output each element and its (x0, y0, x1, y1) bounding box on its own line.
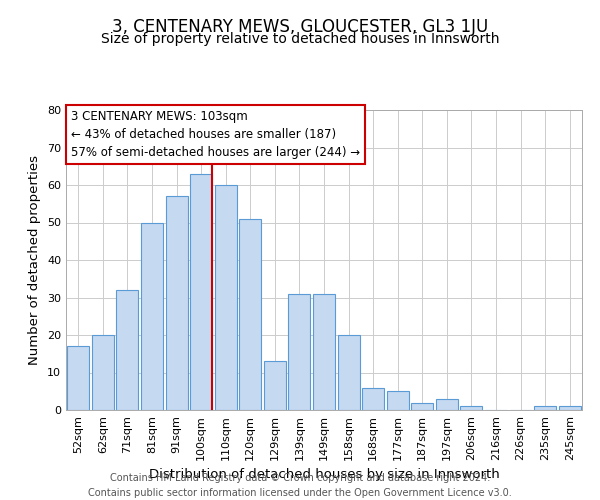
Bar (190, 174, 212, 410)
Bar (239, 219, 262, 410)
Text: 3 CENTENARY MEWS: 103sqm
← 43% of detached houses are smaller (187)
57% of semi-: 3 CENTENARY MEWS: 103sqm ← 43% of detach… (71, 110, 360, 159)
Y-axis label: Number of detached properties: Number of detached properties (28, 155, 41, 365)
Bar (386, 391, 409, 410)
Text: Size of property relative to detached houses in Innsworth: Size of property relative to detached ho… (101, 32, 499, 46)
Bar (289, 294, 310, 410)
Bar (166, 196, 188, 410)
Text: 3, CENTENARY MEWS, GLOUCESTER, GL3 1JU: 3, CENTENARY MEWS, GLOUCESTER, GL3 1JU (112, 18, 488, 36)
Bar (141, 222, 163, 410)
Bar (313, 294, 335, 410)
Bar (534, 406, 556, 410)
Bar (411, 402, 433, 410)
Bar (92, 335, 114, 410)
Bar (67, 346, 89, 410)
Bar (559, 406, 581, 410)
Text: Contains HM Land Registry data © Crown copyright and database right 2024.
Contai: Contains HM Land Registry data © Crown c… (88, 472, 512, 498)
Bar (215, 185, 237, 410)
Bar (460, 406, 482, 410)
Bar (264, 361, 286, 410)
Bar (116, 290, 139, 410)
Bar (436, 399, 458, 410)
Bar (362, 388, 384, 410)
Bar (338, 335, 359, 410)
X-axis label: Distribution of detached houses by size in Innsworth: Distribution of detached houses by size … (149, 468, 499, 481)
